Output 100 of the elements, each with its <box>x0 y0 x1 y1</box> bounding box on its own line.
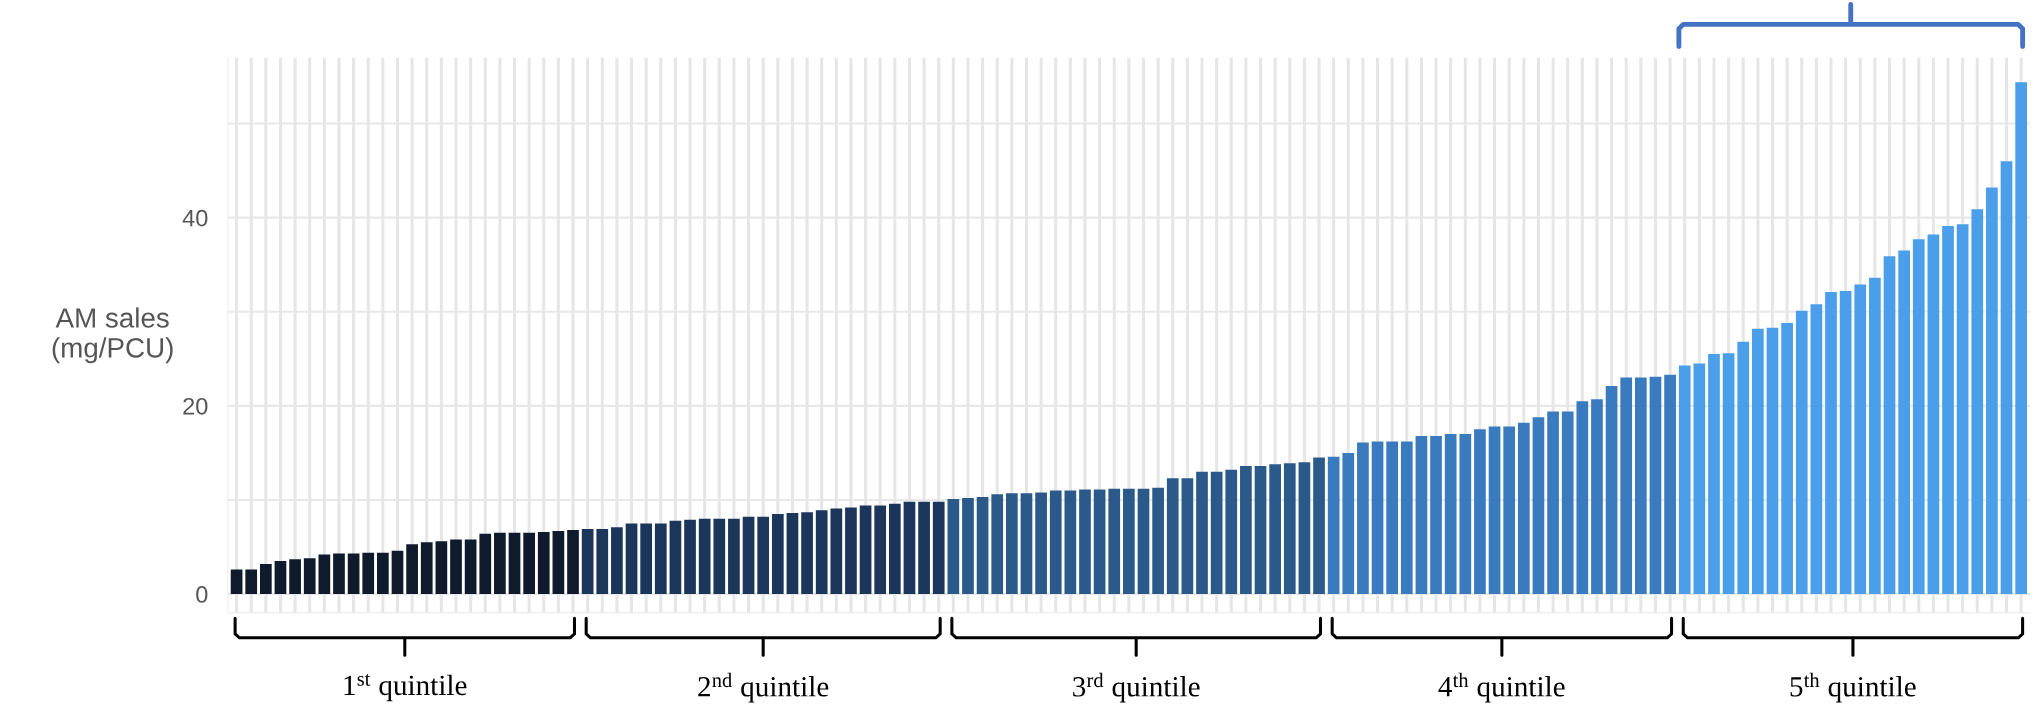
bar <box>552 530 565 595</box>
bar <box>625 523 638 595</box>
bar <box>1722 353 1735 595</box>
y-axis-title: AM sales (mg/PCU) <box>52 307 173 364</box>
bar <box>1781 323 1793 595</box>
bar <box>1517 422 1530 595</box>
y-tick-label: 20 <box>183 397 208 415</box>
text: 2$^{nd}$ quintile <box>698 672 829 703</box>
bar <box>581 529 594 595</box>
bar <box>1883 256 1896 595</box>
bar <box>654 523 667 595</box>
bar <box>303 558 316 595</box>
bar <box>1254 466 1267 595</box>
text: 5$^{th}$ quintile <box>1790 672 1916 703</box>
bar <box>1825 291 1837 595</box>
bar <box>347 553 360 595</box>
bar <box>537 531 550 595</box>
bar <box>1693 363 1706 595</box>
bar <box>1415 435 1428 595</box>
bar <box>1386 441 1399 595</box>
bar <box>1020 493 1033 595</box>
bar <box>757 516 770 595</box>
bar <box>318 554 331 595</box>
bar <box>1576 401 1589 595</box>
bar <box>771 514 784 595</box>
bar <box>698 518 711 595</box>
bar <box>1210 471 1223 595</box>
bar <box>406 544 418 595</box>
bar <box>874 505 887 595</box>
bar <box>2000 161 2013 595</box>
bar <box>1708 354 1720 595</box>
bar <box>1444 434 1457 595</box>
bar <box>888 503 901 595</box>
bar <box>1327 456 1340 595</box>
bar <box>435 541 448 595</box>
bar <box>815 510 828 595</box>
bar <box>830 508 843 595</box>
bar <box>1313 457 1325 595</box>
bar <box>1547 411 1559 595</box>
bar <box>1371 441 1384 595</box>
bar <box>1752 328 1764 595</box>
bar <box>479 533 492 595</box>
bar <box>1283 463 1296 595</box>
bar <box>1123 488 1135 595</box>
bar <box>786 513 799 595</box>
bar <box>1196 471 1208 595</box>
bar <box>1108 488 1121 595</box>
bar <box>1137 488 1150 595</box>
bar <box>362 552 375 595</box>
bar <box>1298 462 1311 595</box>
bar <box>1400 441 1413 595</box>
bar <box>1561 411 1574 595</box>
bar <box>669 520 682 595</box>
bar <box>2015 82 2028 595</box>
bar <box>464 539 477 595</box>
bar <box>567 530 579 595</box>
bar <box>1912 239 1925 595</box>
bar <box>1810 304 1823 595</box>
bar <box>1152 487 1164 595</box>
bar <box>1166 478 1179 595</box>
bar <box>274 561 287 595</box>
text: 4$^{th}$ quintile <box>1438 672 1565 703</box>
bar <box>1035 492 1047 595</box>
bar <box>1225 469 1238 595</box>
bar <box>1927 234 1940 595</box>
bar <box>1956 224 1969 595</box>
bar <box>801 512 813 595</box>
bar <box>1971 209 1984 595</box>
bar <box>1240 466 1252 595</box>
bar <box>1649 376 1662 595</box>
bar <box>1488 426 1501 595</box>
bar <box>1869 277 1881 595</box>
bar <box>976 497 989 595</box>
bar <box>450 539 462 595</box>
bar <box>1737 341 1750 595</box>
bar <box>523 532 535 595</box>
bar <box>684 519 696 595</box>
bar <box>859 505 872 595</box>
bar <box>289 559 301 595</box>
bar <box>1942 226 1954 595</box>
bar <box>1093 489 1106 595</box>
bar <box>918 501 930 595</box>
bar <box>1006 493 1018 595</box>
y-tick-label: 40 <box>182 209 208 227</box>
bar <box>742 516 755 595</box>
text: 1$^{st}$ quintile <box>344 674 467 702</box>
bar <box>713 518 726 595</box>
bar <box>391 550 404 595</box>
bar <box>932 501 945 595</box>
bar <box>494 532 506 595</box>
bar <box>1181 478 1194 595</box>
bar <box>962 498 974 595</box>
bar <box>1854 284 1867 595</box>
bar <box>1503 426 1516 595</box>
bar <box>1430 435 1442 595</box>
bar <box>230 569 243 595</box>
bar <box>1459 434 1472 595</box>
bar <box>640 523 653 595</box>
bar <box>1357 442 1369 595</box>
bar <box>333 553 345 595</box>
